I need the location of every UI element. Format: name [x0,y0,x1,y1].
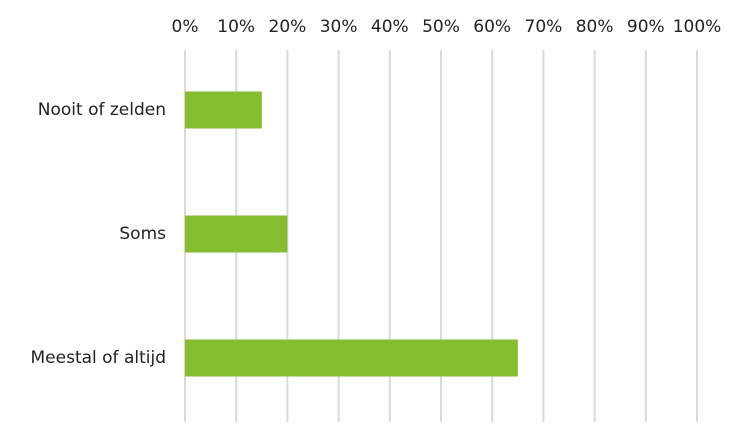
y-tick-label: Nooit of zelden [38,100,166,120]
x-tick-label: 0% [172,17,199,37]
x-tick-label: 30% [320,17,358,37]
x-tick-label: 10% [217,17,255,37]
x-tick-label: 50% [422,17,460,37]
x-tick-label: 40% [371,17,409,37]
x-tick-label: 60% [473,17,511,37]
y-tick-label: Meestal of altijd [31,348,167,368]
x-tick-label: 80% [576,17,614,37]
x-tick-label: 20% [269,17,307,37]
bar [185,215,288,253]
x-tick-label: 100% [673,17,722,37]
x-tick-label: 70% [525,17,563,37]
bar [185,91,262,129]
bar [185,339,518,377]
x-tick-label: 90% [627,17,665,37]
y-tick-label: Soms [119,224,166,244]
